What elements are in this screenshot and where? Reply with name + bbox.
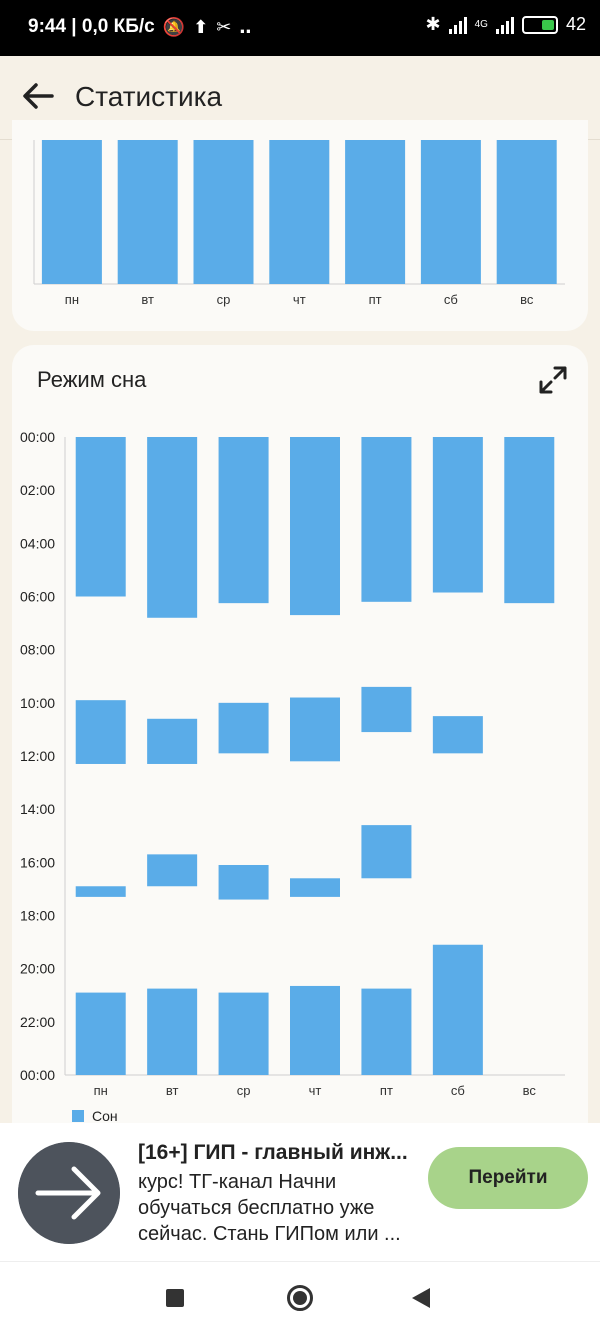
top-chart-x-tick: сб <box>444 292 458 307</box>
y-tick-label: 20:00 <box>20 961 55 977</box>
top-chart-bar <box>420 140 481 284</box>
sleep-bar <box>361 686 412 733</box>
battery-icon <box>521 15 558 34</box>
top-chart-bar <box>193 140 254 284</box>
ad-banner[interactable]: [16+] ГИП - главный инж... курс! ТГ-кана… <box>0 1123 600 1261</box>
bluetooth-icon: ✱ <box>425 14 441 34</box>
y-tick-label: 10:00 <box>20 695 55 711</box>
sleep-bar <box>218 864 269 900</box>
sleep-bar <box>432 437 483 593</box>
y-tick-label: 16:00 <box>20 854 55 870</box>
sleep-bar <box>504 437 555 604</box>
signal-icon-2 <box>495 16 514 34</box>
y-tick-label: 22:00 <box>20 1014 55 1030</box>
top-chart-bar <box>41 140 102 284</box>
top-chart-x-tick: чт <box>293 292 306 307</box>
sleep-bar <box>361 988 412 1075</box>
recents-button[interactable] <box>166 1289 184 1307</box>
back-arrow-icon[interactable] <box>18 76 58 116</box>
top-chart-x-tick: вс <box>520 292 534 307</box>
battery-level: 42 <box>565 14 586 34</box>
sleep-bar <box>432 716 483 754</box>
arrow-right-icon <box>18 1142 120 1244</box>
bell-off-icon: 🔕 <box>162 16 186 37</box>
y-tick-label: 18:00 <box>20 908 55 924</box>
sleep-bar <box>290 697 340 762</box>
capcut-icon: ✂ <box>216 16 232 37</box>
ad-body: курс! ТГ-канал Начни обучаться бесплатно… <box>138 1171 401 1245</box>
x-tick-label: сб <box>451 1083 465 1098</box>
sleep-bar <box>75 700 126 764</box>
ad-go-button[interactable]: Перейти <box>428 1147 588 1209</box>
top-chart-x-tick: пт <box>369 292 382 307</box>
sleep-bar <box>218 992 269 1075</box>
y-tick-label: 00:00 <box>20 429 55 445</box>
x-tick-label: вс <box>523 1083 537 1098</box>
x-tick-label: ср <box>237 1083 251 1098</box>
sleep-bar <box>75 886 126 897</box>
y-tick-label: 02:00 <box>20 482 55 498</box>
legend-label: Сон <box>92 1108 118 1124</box>
y-tick-label: 12:00 <box>20 748 55 764</box>
top-chart-bar <box>117 140 178 284</box>
sleep-bar <box>290 985 340 1075</box>
sleep-bar <box>290 437 340 616</box>
y-tick-label: 06:00 <box>20 589 55 605</box>
chart-legend: Сон <box>72 1108 118 1124</box>
network-type: 4G <box>474 19 488 30</box>
sleep-bar <box>218 437 269 604</box>
ad-title: [16+] ГИП - главный инж... <box>138 1141 408 1164</box>
sleep-chart: пн вт ср чт пт сб вс 00:00 02:00 04:00 06:00 08:00 1… <box>20 140 565 1098</box>
sleep-bar <box>432 944 483 1075</box>
legend-swatch <box>72 1110 84 1122</box>
status-left: 9:44 | 0,0 КБ/с 🔕 ⬆ ✂ ‥ <box>28 16 251 38</box>
top-chart-bar <box>269 140 330 284</box>
home-button[interactable] <box>287 1285 313 1311</box>
y-tick-label: 08:00 <box>20 642 55 658</box>
sleep-bar <box>147 988 198 1075</box>
status-bar: 9:44 | 0,0 КБ/с 🔕 ⬆ ✂ ‥ ✱ 4G 42 <box>0 0 600 56</box>
upload-icon: ⬆ <box>193 16 209 37</box>
y-tick-label: 00:00 <box>20 1067 55 1083</box>
x-tick-label: вт <box>166 1083 179 1098</box>
sleep-bar <box>147 718 198 764</box>
top-chart-bar <box>496 140 557 284</box>
sleep-bar <box>147 437 198 618</box>
x-tick-label: пн <box>94 1083 108 1098</box>
y-tick-label: 04:00 <box>20 535 55 551</box>
system-nav-bar <box>0 1261 600 1332</box>
top-chart-bar <box>345 140 406 284</box>
x-tick-label: чт <box>309 1083 322 1098</box>
sleep-bar <box>290 878 340 897</box>
top-chart-x-tick: пн <box>65 292 79 307</box>
back-button[interactable] <box>412 1288 430 1308</box>
top-chart-x-tick: вт <box>141 292 154 307</box>
sleep-bar <box>75 437 126 597</box>
top-chart-x-tick: ср <box>217 292 231 307</box>
x-tick-label: пт <box>380 1083 393 1098</box>
more-dots-icon: ‥ <box>239 16 252 37</box>
status-time: 9:44 | 0,0 КБ/с <box>28 16 155 37</box>
expand-icon[interactable] <box>538 365 568 395</box>
y-tick-label: 14:00 <box>20 801 55 817</box>
status-right: ✱ 4G 42 <box>426 14 586 35</box>
sleep-bar <box>361 825 412 879</box>
signal-icon <box>448 16 467 34</box>
page-title: Статистика <box>75 81 223 112</box>
sleep-card-title: Режим сна <box>37 367 147 392</box>
sleep-bar <box>147 854 198 887</box>
sleep-bar <box>361 437 412 602</box>
sleep-bar <box>218 702 269 754</box>
sleep-bar <box>75 992 126 1075</box>
